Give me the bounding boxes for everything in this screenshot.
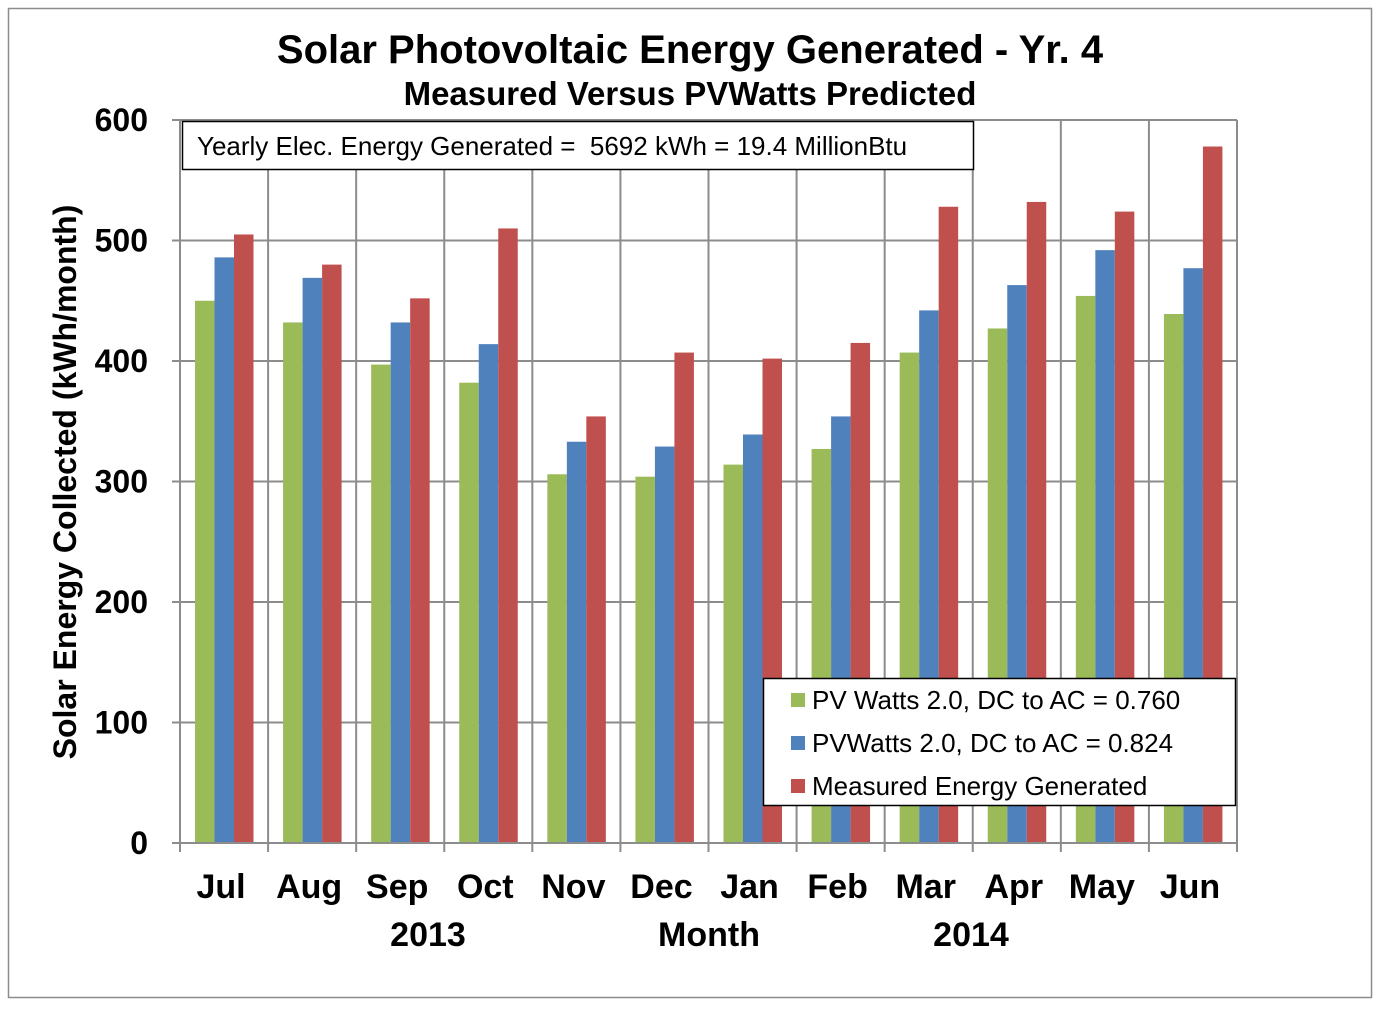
x-tick-label: Aug [276,868,342,906]
bar-sep-series-1 [371,364,391,843]
bar-aug-series-1 [283,322,303,843]
bar-jul-series-2 [214,257,234,843]
x-tick-label: Sep [366,868,428,906]
chart-subtitle: Measured Versus PVWatts Predicted [404,75,977,112]
annotation-text: Yearly Elec. Energy Generated = 5692 kWh… [197,131,907,161]
bar-jun-series-3 [1202,146,1223,843]
y-tick-label: 500 [95,223,148,259]
bar-jan-series-1 [723,464,743,843]
chart-title: Solar Photovoltaic Energy Generated - Yr… [277,28,1104,72]
x-tick-label: Nov [541,868,605,906]
x-tick-label: Mar [895,868,955,906]
bar-oct-series-3 [498,228,518,843]
legend-swatch [791,736,805,750]
bar-aug-series-2 [302,277,323,844]
legend-swatch [791,693,805,707]
x-tick-label: Jun [1160,868,1220,906]
y-axis-title: Solar Energy Collected (kWh/month) [47,205,83,760]
bar-aug-series-3 [322,264,342,844]
bar-nov-series-1 [547,474,567,843]
bar-dec-series-2 [654,446,675,843]
x-axis-title: Month [658,916,760,954]
legend-label: PV Watts 2.0, DC to AC = 0.760 [812,685,1180,715]
bar-sep-series-2 [390,322,411,843]
legend: PV Watts 2.0, DC to AC = 0.760 PVWatts 2.… [762,677,1237,807]
x-tick-label: Apr [985,868,1044,906]
legend-label: PVWatts 2.0, DC to AC = 0.824 [812,728,1173,758]
bar-oct-series-2 [478,344,499,843]
year-label-2013: 2013 [390,916,466,954]
y-tick-label: 300 [95,464,148,500]
x-tick-label: Jan [720,868,779,906]
y-tick-label: 100 [95,705,148,741]
bar-sep-series-3 [410,298,430,844]
y-tick-label: 0 [130,825,148,861]
bar-oct-series-1 [459,382,479,843]
x-tick-label: Jul [196,868,245,906]
y-tick-label: 600 [95,102,148,138]
bar-nov-series-3 [586,416,606,843]
x-tick-label: May [1069,868,1135,906]
x-tick-label: Oct [457,868,514,906]
legend-swatch [791,779,805,793]
bar-dec-series-1 [635,476,655,843]
bar-dec-series-3 [674,352,694,843]
bar-jul-series-3 [234,234,254,844]
bar-jan-series-2 [743,434,763,843]
bar-jul-series-1 [195,300,215,843]
x-tick-label: Feb [807,868,867,906]
year-label-2014: 2014 [933,916,1009,954]
legend-label: Measured Energy Generated [812,771,1147,801]
annotation-box: Yearly Elec. Energy Generated = 5692 kWh… [181,120,975,171]
y-tick-label: 200 [95,584,148,620]
y-tick-label: 400 [95,343,148,379]
bar-nov-series-2 [566,441,587,843]
x-tick-label: Dec [630,868,692,906]
